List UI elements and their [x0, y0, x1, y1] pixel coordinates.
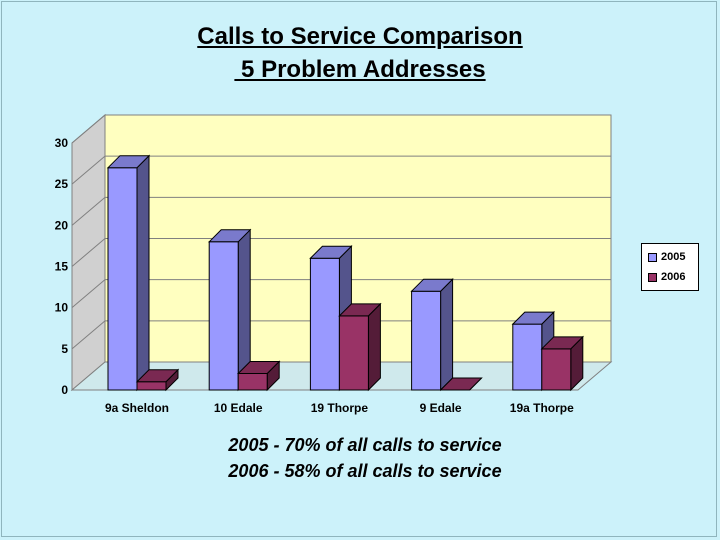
bar-top-face — [511, 311, 556, 325]
bar-side-face — [440, 277, 454, 392]
note-2005: 2005 - 70% of all calls to service — [228, 435, 502, 455]
y-tick-label-20: 20 — [55, 218, 69, 232]
bar-front-face — [208, 241, 239, 391]
bar-2006-10-edale — [236, 360, 281, 392]
y-tick-label-10: 10 — [55, 301, 69, 315]
bar-top-face — [540, 336, 585, 350]
chart-title: Calls to Service Comparison — [197, 23, 523, 50]
bar-2006-9a-sheldon — [135, 368, 180, 392]
chart-subtitle: 5 Problem Addresses — [234, 56, 486, 83]
y-tick-label-0: 0 — [61, 383, 68, 397]
y-tick-label-30: 30 — [55, 136, 69, 150]
chart-legend: 2005 2006 — [641, 243, 699, 291]
bar-2006-19a-thorpe — [540, 335, 585, 392]
bar-front-face — [512, 323, 543, 391]
bar-top-face — [439, 377, 483, 391]
bar-front-face — [107, 167, 138, 391]
bar-2006-9-edale — [439, 377, 483, 391]
legend-swatch-2005 — [648, 252, 657, 262]
legend-item-2006: 2006 — [648, 271, 685, 283]
bar-front-face — [237, 373, 268, 391]
bar-front-face — [338, 315, 369, 391]
x-tick-label-9a-sheldon: 9a Sheldon — [105, 401, 169, 415]
bar-2006-19-thorpe — [338, 302, 382, 392]
note-2006: 2006 - 58% of all calls to service — [228, 461, 502, 481]
y-tick-label-25: 25 — [55, 177, 69, 191]
x-tick-label-19a-thorpe: 19a Thorpe — [510, 401, 574, 415]
bar-front-face — [541, 348, 572, 391]
bar-front-face — [136, 381, 167, 391]
y-tick-label-15: 15 — [55, 260, 69, 274]
legend-label-2005: 2005 — [661, 251, 686, 263]
y-tick-label-5: 5 — [61, 342, 68, 356]
bar-side-face — [136, 154, 150, 392]
bar-top-face — [338, 303, 382, 317]
bar-top-face — [207, 229, 252, 243]
legend-swatch-2006 — [648, 272, 657, 282]
bar-side-face — [367, 302, 381, 392]
bar-top-face — [106, 155, 151, 169]
bar-top-face — [135, 369, 180, 383]
x-tick-label-19-thorpe: 19 Thorpe — [311, 401, 369, 415]
legend-item-2005: 2005 — [648, 251, 685, 263]
bar-front-face — [309, 257, 340, 391]
bar-top-face — [309, 245, 353, 259]
bar-2005-10-edale — [207, 228, 252, 392]
bar-top-face — [236, 361, 281, 375]
bar-2005-9-edale — [410, 277, 454, 392]
gridline-30 — [71, 114, 611, 144]
gridline-15 — [71, 238, 611, 267]
gridline-25 — [71, 155, 611, 185]
gridline-20 — [71, 196, 611, 226]
bar-2005-9a-sheldon — [106, 154, 151, 392]
x-tick-label-9-edale: 9 Edale — [420, 401, 462, 415]
bar-front-face — [411, 290, 442, 391]
bar-top-face — [410, 278, 454, 292]
x-tick-label-10-edale: 10 Edale — [214, 401, 263, 415]
legend-label-2006: 2006 — [661, 271, 686, 283]
